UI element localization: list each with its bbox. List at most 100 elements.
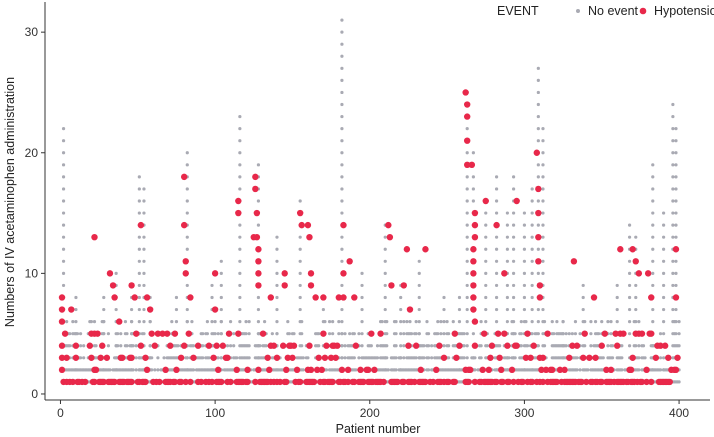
data-point-no-event bbox=[436, 320, 440, 324]
data-point-hypotension bbox=[323, 342, 330, 349]
data-point-no-event bbox=[340, 211, 344, 215]
data-point-no-event bbox=[298, 356, 302, 360]
data-point-no-event bbox=[671, 320, 675, 324]
data-point-no-event bbox=[331, 320, 335, 324]
x-tick-label: 100 bbox=[205, 406, 225, 420]
data-point-no-event bbox=[185, 151, 189, 155]
data-point-hypotension bbox=[573, 342, 581, 349]
data-point-no-event bbox=[275, 368, 279, 372]
data-point-no-event bbox=[634, 320, 638, 324]
data-point-no-event bbox=[541, 332, 545, 336]
data-point-hypotension bbox=[235, 209, 242, 217]
data-point-hypotension bbox=[465, 378, 472, 386]
data-point-hypotension bbox=[137, 342, 145, 349]
data-point-no-event bbox=[317, 332, 321, 336]
data-point-hypotension bbox=[171, 330, 179, 337]
data-point-hypotension bbox=[405, 342, 412, 349]
data-point-hypotension bbox=[253, 209, 261, 217]
data-point-hypotension bbox=[72, 354, 80, 361]
data-point-no-event bbox=[494, 320, 499, 324]
data-point-no-event bbox=[671, 235, 675, 239]
data-point-no-event bbox=[417, 271, 421, 275]
data-point-no-event bbox=[399, 356, 403, 360]
data-point-hypotension bbox=[522, 354, 530, 361]
data-point-no-event bbox=[238, 139, 242, 143]
data-point-no-event bbox=[61, 151, 66, 155]
data-point-no-event bbox=[357, 332, 361, 336]
data-point-no-event bbox=[674, 127, 678, 131]
data-point-no-event bbox=[634, 368, 638, 372]
data-point-no-event bbox=[511, 259, 516, 263]
data-point-no-event bbox=[662, 320, 666, 324]
data-point-hypotension bbox=[513, 342, 520, 349]
data-point-no-event bbox=[298, 295, 302, 300]
x-tick-label: 300 bbox=[514, 406, 534, 420]
data-point-no-event bbox=[530, 199, 534, 203]
data-point-hypotension bbox=[470, 258, 477, 265]
y-tick-label: 20 bbox=[25, 146, 39, 160]
data-point-hypotension bbox=[307, 270, 315, 277]
data-point-no-event bbox=[383, 247, 387, 251]
data-point-no-event bbox=[465, 127, 469, 131]
data-point-no-event bbox=[606, 320, 610, 324]
data-point-no-event bbox=[298, 199, 302, 203]
data-point-no-event bbox=[78, 344, 83, 348]
data-point-no-event bbox=[238, 259, 242, 263]
data-point-hypotension bbox=[255, 366, 262, 374]
data-point-no-event bbox=[651, 259, 655, 263]
data-point-no-event bbox=[674, 344, 678, 348]
data-point-hypotension bbox=[666, 378, 673, 386]
data-point-no-event bbox=[174, 295, 179, 300]
data-point-hypotension bbox=[612, 330, 619, 337]
data-point-no-event bbox=[541, 175, 545, 179]
data-point-no-event bbox=[671, 344, 675, 348]
data-point-no-event bbox=[634, 235, 638, 239]
data-point-no-event bbox=[348, 332, 352, 336]
data-point-no-event bbox=[287, 332, 291, 336]
data-point-no-event bbox=[484, 211, 488, 215]
data-point-hypotension bbox=[479, 366, 486, 374]
data-point-hypotension bbox=[553, 378, 561, 386]
data-point-no-event bbox=[511, 320, 516, 324]
data-point-hypotension bbox=[163, 330, 171, 337]
data-point-no-event bbox=[340, 151, 344, 155]
data-point-no-event bbox=[142, 332, 146, 336]
data-point-no-event bbox=[494, 211, 499, 215]
data-point-no-event bbox=[522, 320, 527, 324]
data-point-no-event bbox=[637, 356, 641, 360]
data-point-no-event bbox=[102, 332, 106, 336]
data-point-hypotension bbox=[244, 378, 251, 386]
data-point-hypotension bbox=[255, 258, 262, 265]
data-point-no-event bbox=[137, 271, 141, 275]
data-point-hypotension bbox=[111, 378, 118, 386]
data-point-no-event bbox=[137, 283, 141, 288]
data-point-no-event bbox=[662, 307, 666, 312]
data-point-no-event bbox=[484, 320, 488, 324]
data-point-no-event bbox=[61, 247, 66, 251]
data-point-no-event bbox=[238, 235, 242, 239]
data-point-no-event bbox=[634, 307, 638, 312]
data-point-no-event bbox=[426, 368, 431, 372]
data-point-no-event bbox=[153, 368, 157, 372]
data-point-hypotension bbox=[535, 258, 542, 265]
data-point-no-event bbox=[137, 320, 141, 324]
data-point-no-event bbox=[494, 235, 499, 239]
data-point-no-event bbox=[519, 332, 523, 336]
data-point-hypotension bbox=[290, 342, 298, 349]
data-point-hypotension bbox=[394, 378, 401, 386]
data-point-no-event bbox=[465, 295, 469, 300]
data-point-no-event bbox=[244, 332, 248, 336]
data-point-no-event bbox=[541, 199, 545, 203]
data-point-hypotension bbox=[598, 342, 605, 349]
data-point-no-event bbox=[465, 271, 469, 275]
data-point-no-event bbox=[536, 344, 540, 348]
data-point-no-event bbox=[65, 320, 69, 324]
data-point-hypotension bbox=[267, 294, 274, 301]
data-point-hypotension bbox=[471, 209, 479, 217]
data-point-no-event bbox=[205, 320, 209, 324]
data-point-no-event bbox=[383, 295, 387, 300]
data-point-no-event bbox=[511, 223, 516, 227]
data-point-no-event bbox=[114, 368, 118, 372]
data-point-no-event bbox=[399, 344, 403, 348]
data-point-no-event bbox=[651, 344, 655, 348]
